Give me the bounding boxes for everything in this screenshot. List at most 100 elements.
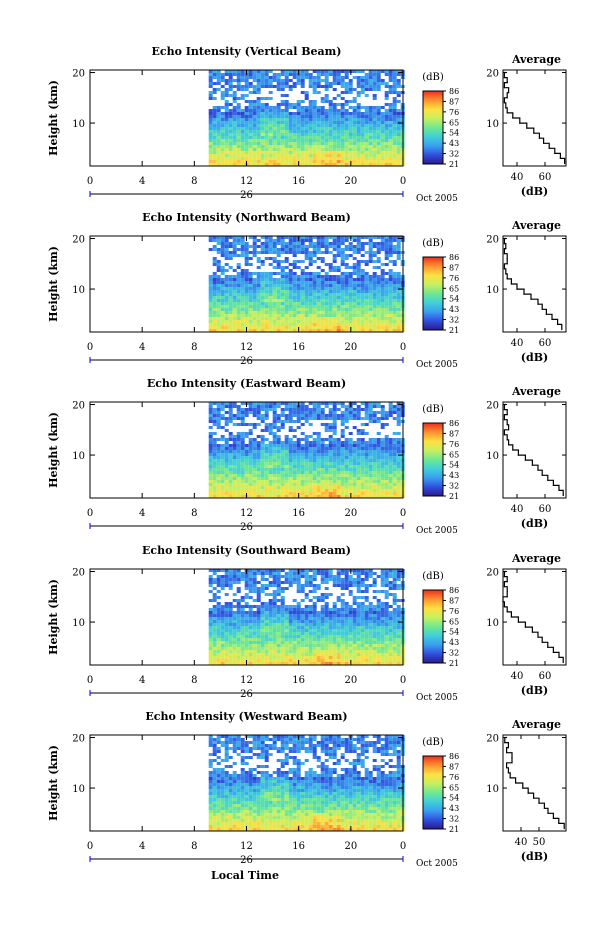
heatmap-cell: [320, 578, 325, 581]
heatmap-cell: [368, 130, 373, 133]
heatmap-cell: [304, 456, 309, 459]
heatmap-cell: [388, 405, 393, 408]
heatmap-cell: [304, 420, 309, 423]
heatmap-cell: [340, 239, 345, 242]
heatmap-cell: [288, 581, 293, 584]
heatmap-cell: [244, 251, 249, 254]
heatmap-cell: [380, 423, 385, 426]
heatmap-cell: [276, 299, 281, 302]
heatmap-cell: [276, 611, 281, 614]
heatmap-cell: [212, 480, 217, 483]
heatmap-cell: [256, 130, 261, 133]
heatmap-cell: [324, 109, 329, 112]
heatmap-cell: [244, 115, 249, 118]
heatmap-cell: [256, 587, 261, 590]
heatmap-cell: [388, 492, 393, 495]
heatmap-cell: [316, 572, 321, 575]
heatmap-cell: [356, 623, 361, 626]
heatmap-cell: [356, 474, 361, 477]
heatmap-cell: [296, 242, 301, 245]
heatmap-cell: [332, 124, 337, 127]
heatmap-cell: [300, 417, 305, 420]
y-axis-label: Height (km): [47, 80, 60, 156]
heatmap-cell: [352, 323, 357, 326]
heatmap-cell: [292, 275, 297, 278]
profile-frame: [502, 401, 567, 499]
heatmap-cell: [224, 248, 229, 251]
heatmap-cell: [392, 314, 397, 317]
heatmap-cell: [232, 329, 237, 332]
heatmap-cell: [340, 272, 345, 275]
heatmap-cell: [376, 411, 381, 414]
heatmap-cell: [232, 314, 237, 317]
heatmap-cell: [392, 136, 397, 139]
heatmap-cell: [336, 115, 341, 118]
heatmap-cell: [224, 236, 229, 239]
heatmap-cell: [340, 329, 345, 332]
heatmap-cell: [324, 124, 329, 127]
heatmap-cell: [336, 103, 341, 106]
heatmap-cell: [368, 408, 373, 411]
heatmap-cell: [356, 94, 361, 97]
heatmap-cell: [272, 423, 277, 426]
heatmap-cell: [328, 242, 333, 245]
heatmap-cell: [252, 124, 257, 127]
heatmap-cell: [292, 121, 297, 124]
heatmap-cell: [320, 133, 325, 136]
heatmap-cell: [236, 160, 241, 163]
heatmap-cell: [316, 620, 321, 623]
profile-y-tick-label: 20: [486, 69, 499, 80]
heatmap-cell: [324, 602, 329, 605]
heatmap-cell: [256, 118, 261, 121]
heatmap-cell: [264, 605, 269, 608]
heatmap-cell: [240, 486, 245, 489]
heatmap-cell: [272, 130, 277, 133]
heatmap-cell: [208, 148, 213, 151]
panel-2: Echo Intensity (Northward Beam)1020Heigh…: [47, 211, 567, 370]
heatmap-cell: [208, 79, 213, 82]
heatmap-cell: [360, 596, 365, 599]
heatmap-cell: [348, 100, 353, 103]
heatmap-cell: [336, 314, 341, 317]
heatmap-cell: [320, 287, 325, 290]
heatmap-cell: [336, 157, 341, 160]
heatmap-cell: [264, 593, 269, 596]
heatmap-cell: [376, 151, 381, 154]
heatmap-cell: [264, 115, 269, 118]
heatmap-cell: [252, 320, 257, 323]
heatmap-cell: [384, 572, 389, 575]
heatmap-cell: [292, 572, 297, 575]
heatmap-cell: [236, 465, 241, 468]
heatmap-cell: [300, 599, 305, 602]
heatmap-cell: [236, 127, 241, 130]
heatmap-cell: [292, 236, 297, 239]
heatmap-cell: [236, 411, 241, 414]
heatmap-cell: [352, 296, 357, 299]
heatmap-cell: [392, 611, 397, 614]
heatmap-cell: [384, 121, 389, 124]
heatmap-cell: [308, 444, 313, 447]
heatmap-cell: [340, 317, 345, 320]
heatmap-cell: [332, 245, 337, 248]
heatmap-cell: [340, 608, 345, 611]
heatmap-cell: [352, 88, 357, 91]
heatmap-cell: [392, 620, 397, 623]
heatmap-cell: [336, 284, 341, 287]
heatmap-cell: [244, 290, 249, 293]
heatmap-cell: [344, 139, 349, 142]
heatmap-cell: [256, 623, 261, 626]
heatmap-cell: [216, 329, 221, 332]
heatmap-cell: [248, 450, 253, 453]
heatmap-cell: [332, 444, 337, 447]
heatmap-cell: [348, 254, 353, 257]
heatmap-cell: [324, 242, 329, 245]
heatmap-cell: [232, 133, 237, 136]
heatmap-cell: [340, 471, 345, 474]
heatmap-cell: [380, 590, 385, 593]
heatmap-cell: [384, 596, 389, 599]
heatmap-cell: [244, 408, 249, 411]
heatmap-cell: [220, 85, 225, 88]
heatmap-cell: [344, 88, 349, 91]
heatmap-cell: [332, 323, 337, 326]
heatmap-cell: [220, 492, 225, 495]
